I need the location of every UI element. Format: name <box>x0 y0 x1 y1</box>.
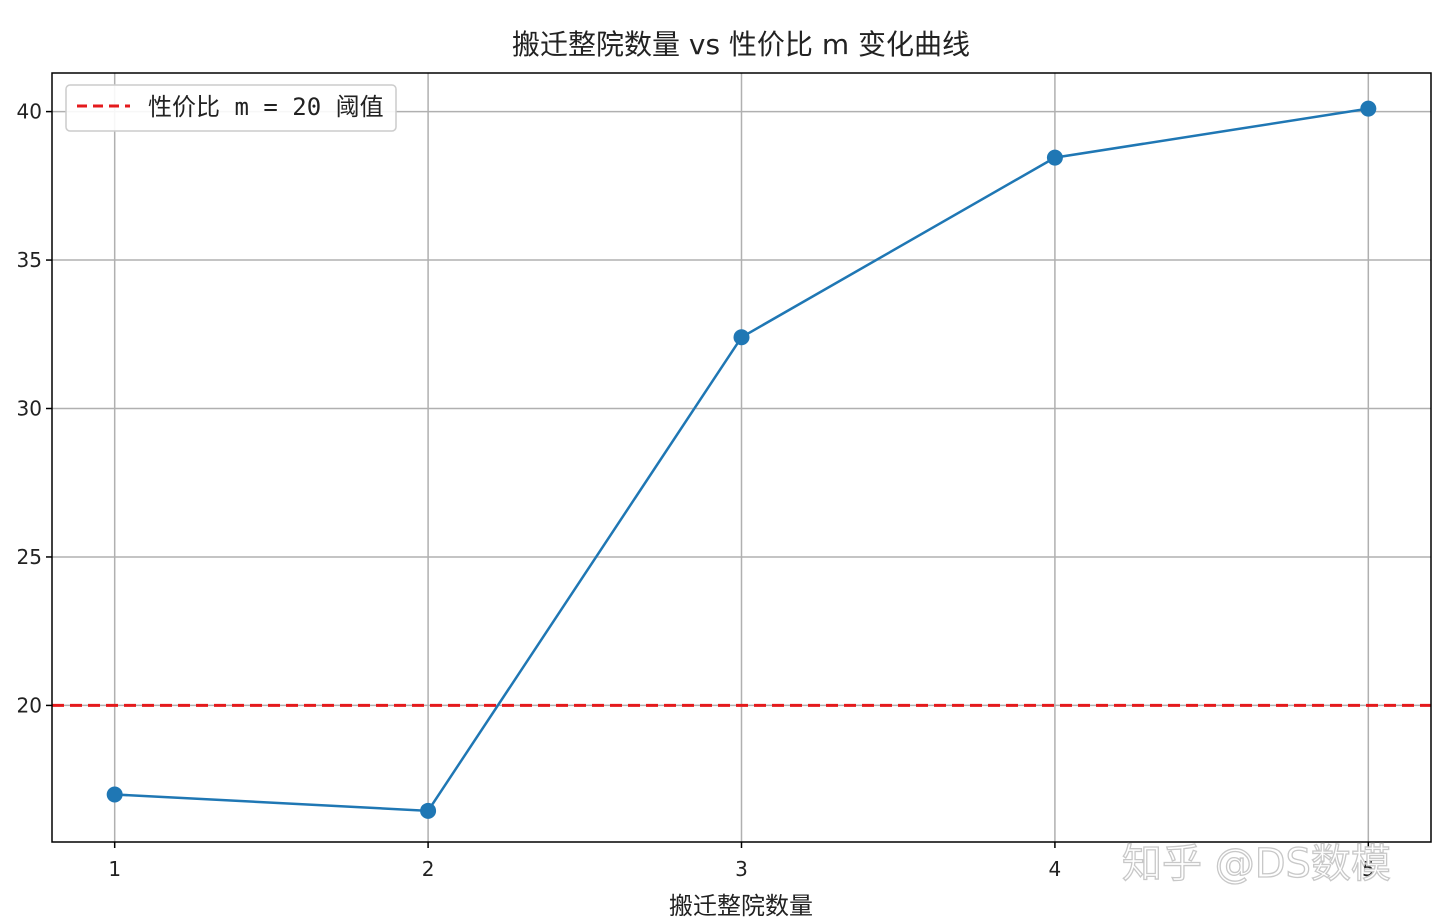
x-axis-ticks: 1 2 3 4 5 <box>108 842 1375 881</box>
data-point <box>420 802 437 819</box>
y-tick-label: 20 <box>17 693 42 717</box>
x-tick-label: 2 <box>422 857 435 881</box>
legend-label-threshold: 性价比 m = 20 阈值 <box>148 93 384 121</box>
x-tick-label: 4 <box>1049 857 1062 881</box>
x-tick-label: 3 <box>735 857 748 881</box>
x-tick-label: 5 <box>1362 857 1375 881</box>
y-tick-label: 30 <box>17 397 42 421</box>
y-tick-label: 40 <box>17 100 42 124</box>
data-point <box>106 786 123 803</box>
y-tick-label: 25 <box>17 545 42 569</box>
series-layer <box>106 100 1377 819</box>
y-axis-ticks: 20 25 30 35 40 <box>17 100 52 717</box>
watermark: 知乎 @DS数模 <box>1122 841 1391 887</box>
data-point <box>1046 149 1063 166</box>
chart-title: 搬迁整院数量 vs 性价比 m 变化曲线 <box>512 28 970 61</box>
y-tick-label: 35 <box>17 248 42 272</box>
x-tick-label: 1 <box>108 857 121 881</box>
data-point <box>733 329 750 346</box>
legend: 性价比 m = 20 阈值 <box>65 84 397 132</box>
legend-box <box>65 84 397 132</box>
x-axis-label: 搬迁整院数量 <box>669 892 813 920</box>
data-point <box>1360 100 1377 117</box>
